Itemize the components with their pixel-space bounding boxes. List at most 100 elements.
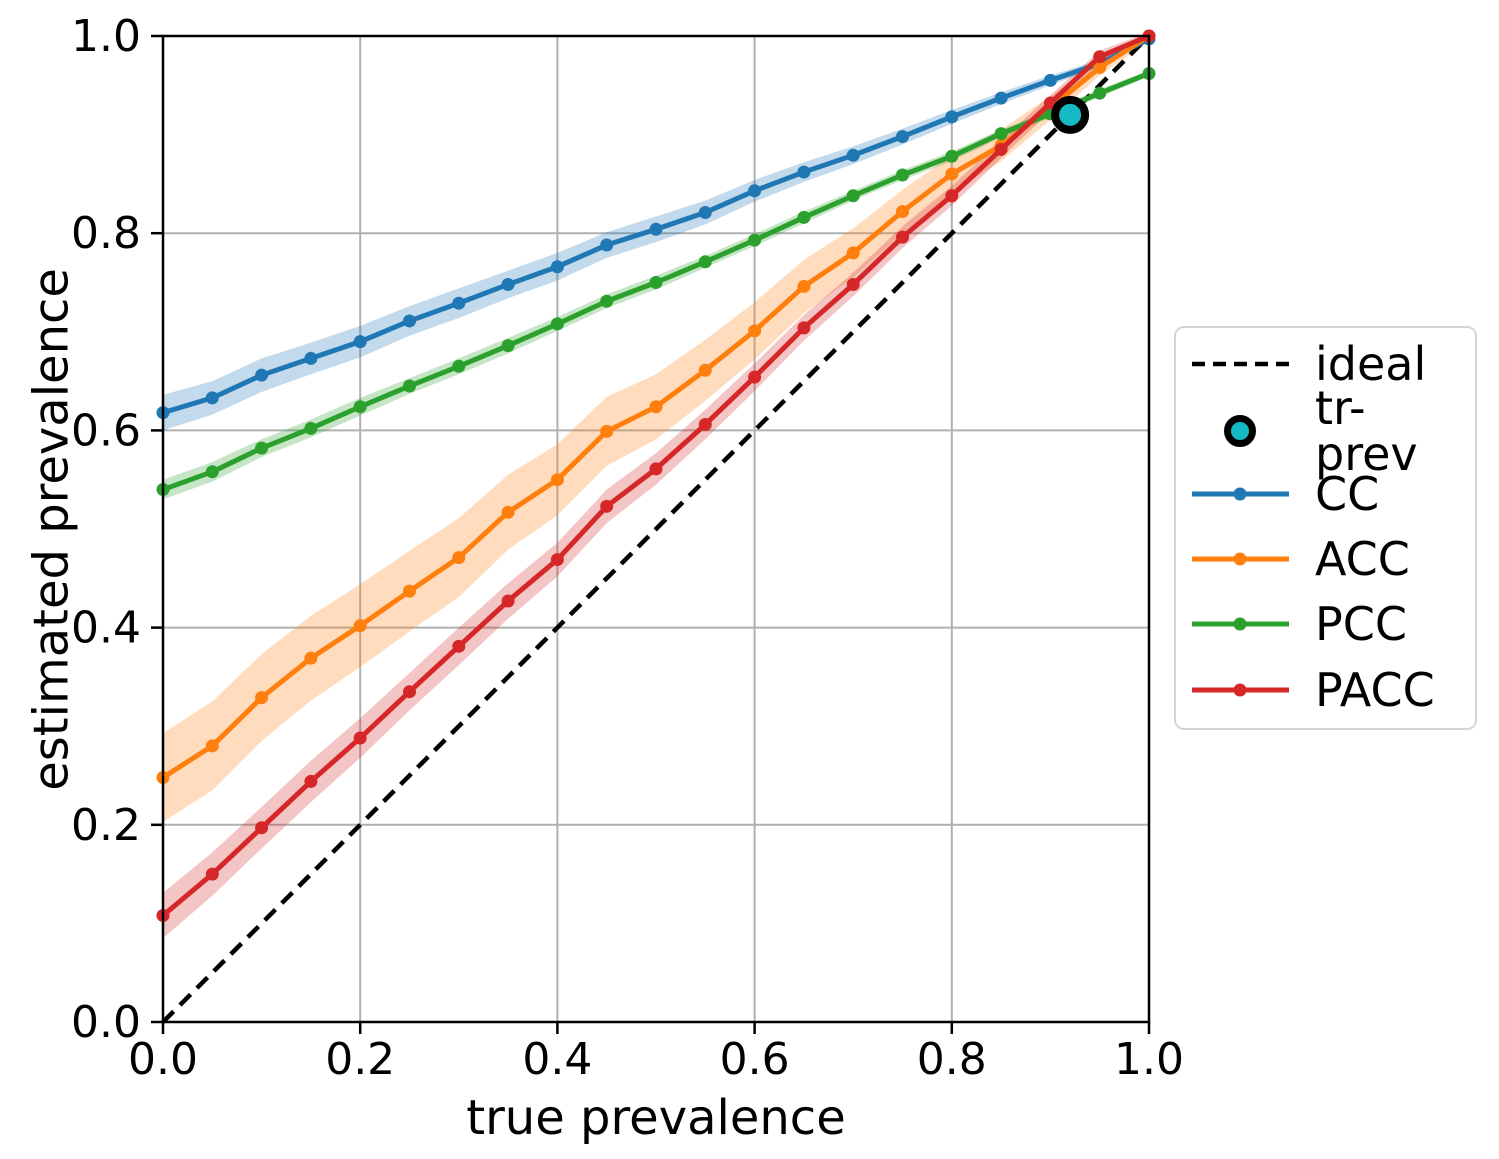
y-tick-label: 0.6 xyxy=(71,405,141,456)
series-CC-point xyxy=(698,205,712,219)
series-PCC-point xyxy=(353,400,367,414)
series-PCC-point xyxy=(1093,86,1107,100)
series-PACC-point xyxy=(698,417,712,431)
series-CC-point xyxy=(896,130,909,144)
series-PACC-point xyxy=(501,594,515,608)
legend: ideal tr-prev CC ACC PCC PACC xyxy=(1174,326,1477,730)
series-CC-point xyxy=(649,222,663,236)
series-CC-point xyxy=(550,260,564,274)
series-PCC-point xyxy=(403,379,416,393)
series-PCC-point xyxy=(600,294,614,308)
series-PACC-point xyxy=(896,230,909,244)
legend-label: PCC xyxy=(1315,597,1407,651)
series-PACC-point xyxy=(994,142,1008,156)
series-CC-point xyxy=(304,351,318,365)
series-ACC-point xyxy=(846,246,860,260)
series-CC-point xyxy=(846,148,860,162)
series-CC-point xyxy=(600,238,614,252)
series-PCC-point xyxy=(846,189,860,203)
series-ACC-point xyxy=(1093,61,1107,75)
axis-ticks: 0.00.0 0.2 0.2 0.4 0.4 0.6 0.6 0.8 0.8 1.0 1.0 xyxy=(71,11,1184,1085)
series-PCC-point xyxy=(797,210,811,224)
line-dot-icon xyxy=(1188,537,1293,581)
series-ACC-point xyxy=(353,619,367,633)
legend-label: CC xyxy=(1315,467,1380,521)
legend-label: ideal xyxy=(1315,337,1427,391)
line-dot-icon xyxy=(1188,668,1293,712)
series-PCC-point xyxy=(304,421,318,435)
series-PACC-point xyxy=(797,321,811,335)
series-CC xyxy=(156,32,1156,420)
series-PACC-point xyxy=(846,277,860,291)
series-PCC-point xyxy=(501,339,515,353)
x-tick-label: 1.0 xyxy=(1114,1034,1184,1085)
series-ACC-point xyxy=(748,324,762,338)
legend-item-pcc: PCC xyxy=(1188,595,1468,653)
x-tick-label: 0.2 xyxy=(325,1034,395,1085)
legend-item-pacc: PACC xyxy=(1188,661,1468,719)
circle-marker-icon xyxy=(1188,409,1293,453)
series-ACC-point xyxy=(403,584,416,598)
tr-prev-marker xyxy=(1051,95,1090,134)
series-ACC-point xyxy=(797,279,811,293)
y-tick-label: 0.2 xyxy=(71,800,141,851)
series-CC-point xyxy=(797,165,811,179)
series-ACC-point xyxy=(255,691,269,705)
series-CC-point xyxy=(994,91,1008,105)
series-PCC-point xyxy=(205,465,219,479)
x-tick-label: 0.6 xyxy=(720,1034,790,1085)
y-tick-label: 0.0 xyxy=(71,997,141,1048)
series-CC-point xyxy=(748,184,762,198)
y-tick-label: 0.8 xyxy=(71,208,141,259)
x-tick-label: 0.0 xyxy=(128,1034,198,1085)
series-PCC-point xyxy=(698,255,712,269)
ideal-line xyxy=(161,34,1151,1024)
series-PACC-point xyxy=(452,639,466,653)
legend-item-ideal: ideal xyxy=(1188,335,1468,393)
legend-item-cc: CC xyxy=(1188,465,1468,523)
confidence-bands xyxy=(163,36,1149,939)
x-axis-label: true prevalence xyxy=(466,1090,846,1146)
series-PACC-point xyxy=(550,553,564,567)
series-PACC-point xyxy=(748,370,762,384)
series-ACC-point xyxy=(304,651,318,665)
legend-label: ACC xyxy=(1315,532,1410,586)
series-CC-point xyxy=(945,110,959,124)
series-PACC-point xyxy=(1093,50,1107,64)
series-PCC-point xyxy=(452,359,466,373)
legend-label: tr-prev xyxy=(1315,381,1418,481)
series-CC-point xyxy=(255,368,269,382)
series-ACC-point xyxy=(600,424,614,438)
legend-item-acc: ACC xyxy=(1188,530,1468,588)
series-ACC-point xyxy=(649,400,663,414)
series-CC-point xyxy=(205,391,219,405)
series-PCC-point xyxy=(748,233,762,247)
series-PACC-point xyxy=(945,189,959,203)
y-tick-label: 1.0 xyxy=(71,11,141,62)
band-PACC xyxy=(163,36,1149,939)
series-CC-point xyxy=(452,296,466,310)
y-axis-label: estimated prevalence xyxy=(23,268,80,791)
legend-item-tr-prev: tr-prev xyxy=(1188,385,1468,477)
line-dot-icon xyxy=(1188,472,1293,516)
series-PACC-point xyxy=(403,685,416,699)
series-ACC-point xyxy=(698,363,712,377)
series-PACC-point xyxy=(255,821,269,835)
x-tick-label: 0.8 xyxy=(917,1034,987,1085)
series-CC-point xyxy=(353,335,367,349)
series-ACC-point xyxy=(896,205,909,219)
series-PACC-point xyxy=(304,774,318,788)
series-CC-point xyxy=(501,277,515,291)
series-ACC-point xyxy=(452,551,466,565)
y-tick-label: 0.4 xyxy=(71,603,141,654)
series-PCC-point xyxy=(550,317,564,331)
series-PACC-point xyxy=(205,867,219,881)
series-PACC-point xyxy=(600,499,614,513)
series-ACC-point xyxy=(205,739,219,753)
series-CC-point xyxy=(403,314,416,328)
series-PCC-point xyxy=(945,149,959,163)
dashed-line-icon xyxy=(1188,342,1293,386)
series-PACC xyxy=(156,29,1156,923)
